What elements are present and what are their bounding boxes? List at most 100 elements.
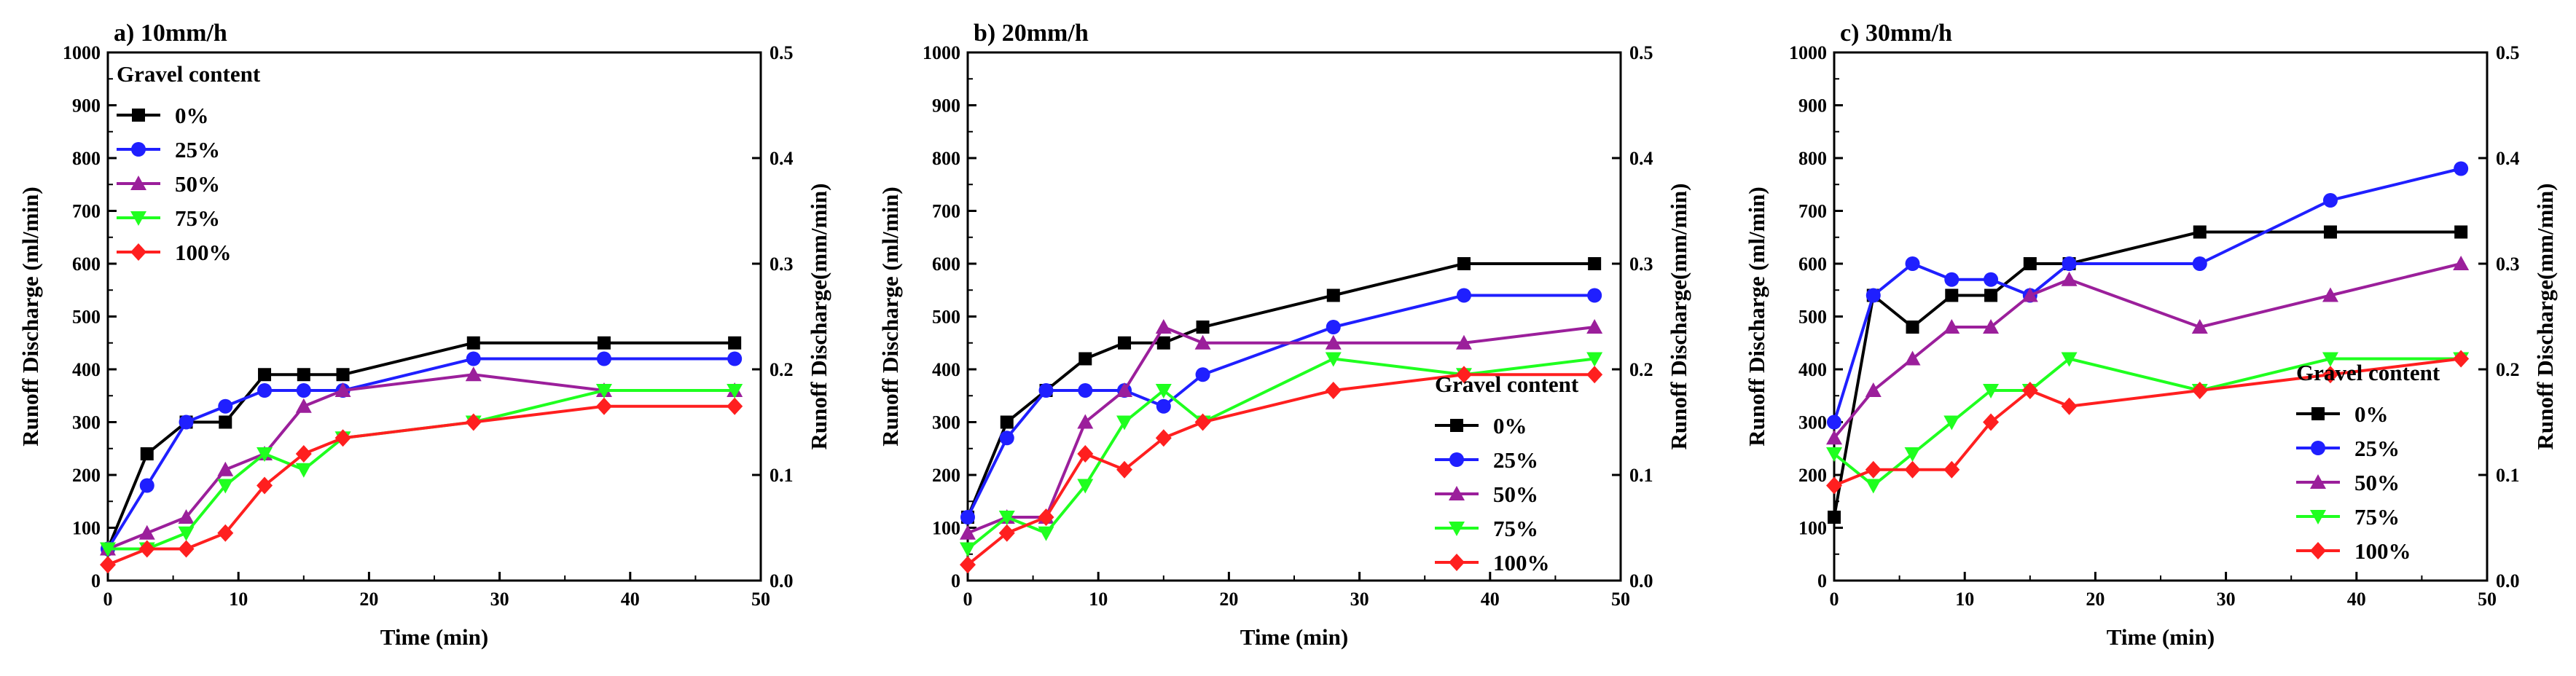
y-tick-label: 700	[1798, 201, 1827, 222]
data-point	[336, 368, 350, 382]
x-axis-title: Time (min)	[1240, 624, 1348, 650]
y-tick-label: 300	[932, 412, 960, 433]
legend-marker	[1449, 554, 1465, 571]
y2-tick-label: 0.0	[770, 570, 794, 592]
legend-item: 0%	[117, 103, 209, 128]
data-point	[1196, 321, 1210, 334]
data-point	[727, 351, 743, 366]
series-line	[1833, 262, 2462, 439]
series-50pct	[960, 319, 1603, 540]
data-point	[1866, 288, 1881, 303]
data-point	[140, 447, 154, 460]
y-tick-label: 200	[932, 465, 960, 486]
data-point	[2191, 319, 2208, 334]
data-point	[295, 463, 312, 478]
series-line	[1833, 167, 2462, 423]
data-point	[1865, 460, 1882, 479]
y-tick-label: 400	[1798, 359, 1827, 380]
panel-title: c) 30mm/h	[1840, 20, 1952, 47]
series-25pct	[960, 288, 1602, 524]
legend-item: 50%	[117, 171, 220, 197]
legend-marker	[130, 176, 146, 190]
data-point	[2453, 350, 2470, 368]
data-point	[597, 336, 611, 350]
data-point	[1828, 511, 1841, 524]
y-tick-label: 0	[1817, 570, 1827, 592]
x-tick-label: 50	[751, 589, 770, 610]
y-tick-label: 200	[1798, 465, 1827, 486]
series-25pct	[1827, 161, 2469, 430]
data-point	[1116, 460, 1133, 479]
data-point	[295, 445, 312, 463]
x-tick-label: 0	[963, 589, 973, 610]
data-point	[1587, 288, 1602, 303]
series-100pct	[960, 366, 1603, 574]
legend-marker	[2311, 441, 2325, 455]
y-tick-label: 900	[1798, 95, 1827, 117]
data-point	[1455, 366, 1472, 384]
data-point	[334, 429, 351, 447]
legend-marker	[130, 243, 146, 261]
legend-marker	[2310, 542, 2326, 559]
y2-axis-title: Runoff Discharge(mm/min)	[1666, 184, 1691, 450]
legend-title: Gravel content	[1435, 372, 1579, 397]
data-point	[595, 384, 612, 398]
y-tick-label: 1000	[63, 42, 101, 63]
legend-title: Gravel content	[117, 61, 261, 87]
data-point	[1455, 334, 1472, 350]
legend-marker	[1449, 486, 1465, 500]
data-point	[100, 556, 116, 574]
plot-frame	[1833, 51, 2489, 582]
y2-axis-title: Runoff Discharge(mm/min)	[2532, 184, 2558, 450]
series-100pct	[1826, 350, 2470, 495]
y-tick-label: 300	[72, 412, 101, 433]
legend-label: 25%	[175, 137, 220, 162]
data-point	[1078, 352, 1092, 366]
y2-tick-label: 0.4	[2496, 148, 2520, 169]
y-tick-label: 800	[72, 148, 101, 169]
data-point	[295, 398, 312, 413]
data-point	[1983, 319, 2000, 334]
data-point	[1945, 288, 1959, 302]
data-point	[1865, 382, 1882, 397]
data-point	[1586, 319, 1603, 334]
legend-item: 100%	[2296, 538, 2411, 564]
y2-tick-label: 0.3	[1629, 254, 1653, 275]
legend-label: 75%	[1493, 516, 1538, 541]
plot-frame	[106, 51, 762, 582]
legend-label: 25%	[2354, 436, 2400, 461]
legend-label: 50%	[2354, 470, 2400, 495]
x-tick-label: 30	[490, 589, 509, 610]
y-tick-label: 600	[72, 254, 101, 275]
data-point	[1077, 445, 1094, 463]
data-point	[1456, 288, 1471, 303]
x-tick-label: 10	[1089, 589, 1108, 610]
data-point	[1983, 384, 2000, 398]
data-point	[1116, 382, 1133, 397]
data-point	[2453, 256, 2470, 270]
data-point	[1194, 413, 1211, 431]
chart-panel-1: a) 10mm/h0100200300400500600700800900100…	[17, 20, 831, 650]
data-point	[595, 397, 612, 415]
y-tick-label: 100	[1798, 518, 1827, 539]
legend-marker	[2310, 510, 2326, 524]
legend-label: 0%	[2354, 401, 2389, 427]
data-point	[1943, 415, 1960, 431]
series-0pct	[101, 336, 742, 556]
y-tick-label: 900	[932, 95, 960, 117]
data-point	[2322, 287, 2338, 302]
legend-item: 75%	[117, 205, 220, 231]
legend-item: 25%	[2296, 436, 2400, 461]
data-point	[1038, 383, 1054, 398]
legend-label: 0%	[1493, 413, 1527, 439]
series-line	[107, 373, 735, 551]
series-100pct	[100, 397, 743, 574]
legend-item: 0%	[2296, 401, 2389, 427]
data-point	[178, 540, 195, 558]
data-point	[218, 398, 233, 414]
y-tick-label: 0	[951, 570, 960, 592]
data-point	[1983, 413, 2000, 431]
data-point	[465, 413, 482, 431]
data-point	[297, 368, 310, 382]
